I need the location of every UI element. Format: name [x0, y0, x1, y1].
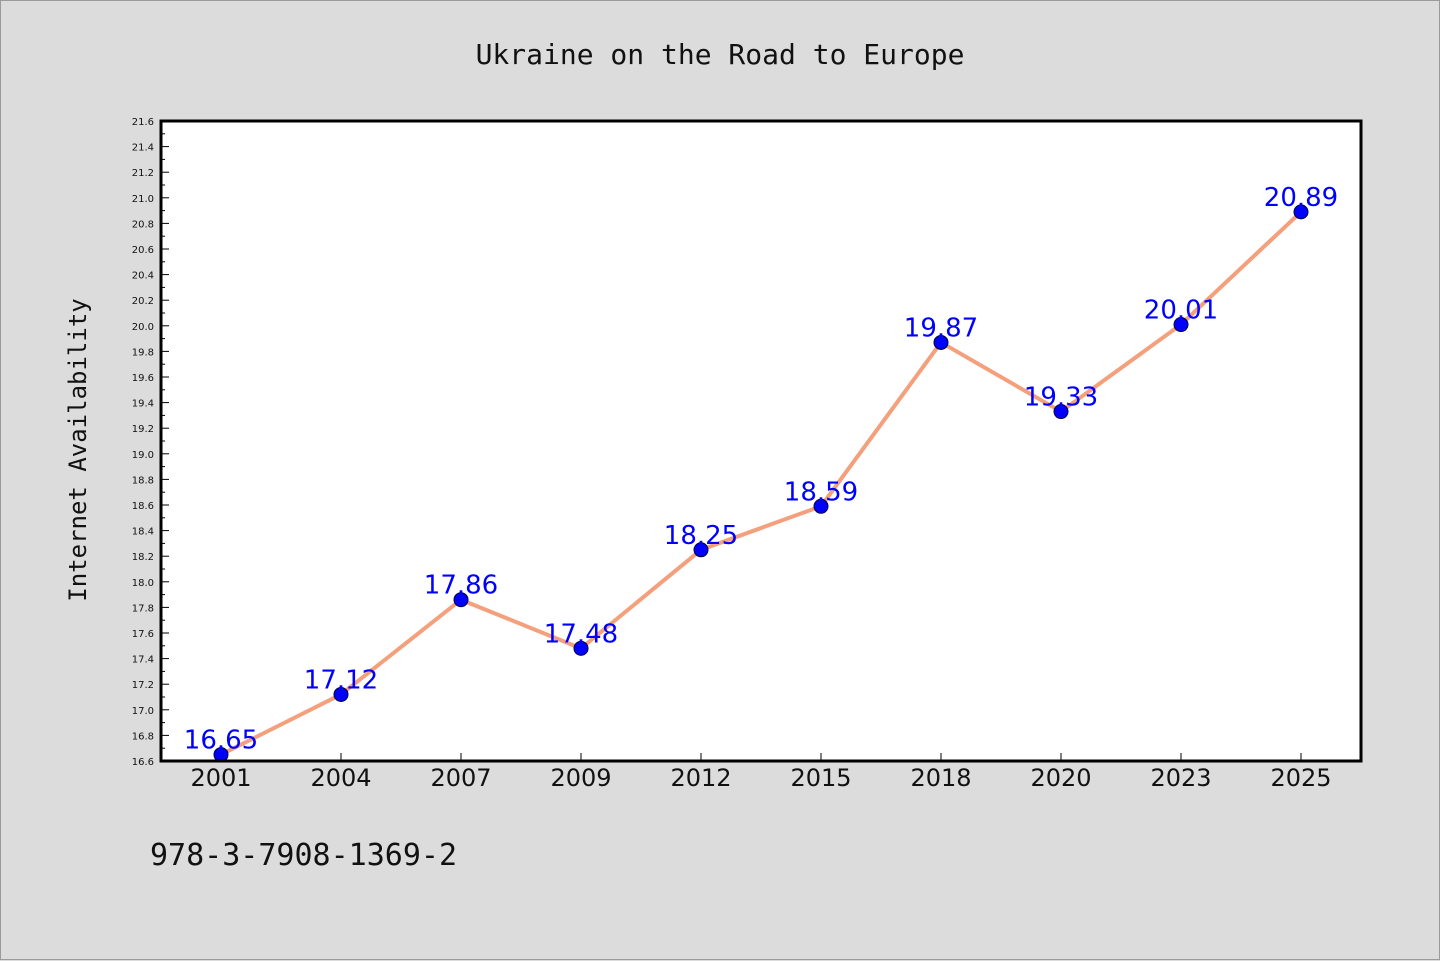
y-tick-label: 20.2 — [132, 296, 154, 307]
x-tick-label: 2018 — [910, 764, 971, 792]
data-label: 17.86 — [424, 571, 498, 601]
series-line — [219, 209, 1303, 757]
x-tick-label: 2001 — [190, 764, 251, 792]
isbn-text: 978-3-7908-1369-2 — [150, 838, 457, 873]
data-point — [933, 334, 949, 350]
x-tick-label: 2025 — [1270, 764, 1331, 792]
data-label: 16.65 — [184, 726, 258, 756]
x-axis-ticks: 2001 2004 2007 2009 2012 2015 2018 2020 2023 2025 — [190, 753, 1332, 792]
data-label: 19.33 — [1024, 383, 1098, 413]
x-tick-label: 2023 — [1150, 764, 1211, 792]
data-point — [1053, 404, 1069, 420]
data-point — [333, 686, 349, 702]
data-label: 18.25 — [664, 521, 738, 551]
y-tick-label: 18.4 — [132, 527, 154, 538]
y-tick-label: 20.0 — [132, 322, 154, 333]
data-point — [813, 498, 829, 514]
y-tick-label: 19.2 — [132, 424, 154, 435]
y-tick-label: 20.8 — [132, 219, 154, 230]
data-label: 20.01 — [1144, 296, 1218, 326]
data-point — [1293, 204, 1309, 220]
y-axis-label: Internet Availability — [64, 298, 92, 601]
y-axis-ticks: 16.6 16.8 17.0 17.2 17.4 17.6 17.8 18.0 18.2 18.4… — [132, 117, 169, 768]
y-tick-label: 21.2 — [132, 168, 154, 179]
y-tick-label: 17.8 — [132, 603, 154, 614]
plot-area — [161, 121, 1361, 761]
x-tick-label: 2012 — [670, 764, 731, 792]
data-label: 17.48 — [544, 619, 618, 649]
y-tick-label: 17.2 — [132, 680, 154, 691]
y-tick-label: 19.4 — [132, 399, 154, 410]
x-tick-label: 2007 — [430, 764, 491, 792]
y-tick-label: 19.8 — [132, 347, 154, 358]
x-tick-label: 2004 — [310, 764, 371, 792]
y-tick-label: 18.8 — [132, 475, 154, 486]
x-tick-label: 2015 — [790, 764, 851, 792]
y-tick-label: 18.2 — [132, 552, 154, 563]
y-tick-label: 21.0 — [132, 194, 154, 205]
y-tick-label: 18.6 — [132, 501, 154, 512]
data-label: 18.59 — [784, 477, 858, 507]
data-point — [453, 592, 469, 608]
y-tick-label: 17.0 — [132, 706, 154, 717]
y-tick-label: 16.8 — [132, 731, 154, 742]
y-tick-label: 21.4 — [132, 143, 154, 154]
y-tick-label: 20.4 — [132, 271, 154, 282]
y-tick-label: 19.6 — [132, 373, 154, 384]
data-point — [573, 640, 589, 656]
x-tick-label: 2020 — [1030, 764, 1091, 792]
y-tick-label: 17.4 — [132, 655, 154, 666]
y-tick-label: 20.6 — [132, 245, 154, 256]
chart-title: Ukraine on the Road to Europe — [476, 38, 965, 71]
x-tick-label: 2009 — [550, 764, 611, 792]
y-tick-label: 19.0 — [132, 450, 154, 461]
data-label: 19.87 — [904, 313, 978, 343]
series-group: 16.65 17.12 17.86 17.48 18.25 18.59 19.87 19.33… — [184, 183, 1338, 763]
y-tick-label: 17.6 — [132, 629, 154, 640]
data-label: 20.89 — [1264, 183, 1338, 213]
data-point — [693, 542, 709, 558]
plot-frame — [159, 119, 1363, 763]
data-label: 17.12 — [304, 665, 378, 695]
y-tick-label: 18.0 — [132, 578, 154, 589]
y-tick-label: 16.6 — [132, 757, 154, 768]
y-tick-label: 21.6 — [132, 117, 154, 128]
data-point — [1173, 317, 1189, 333]
